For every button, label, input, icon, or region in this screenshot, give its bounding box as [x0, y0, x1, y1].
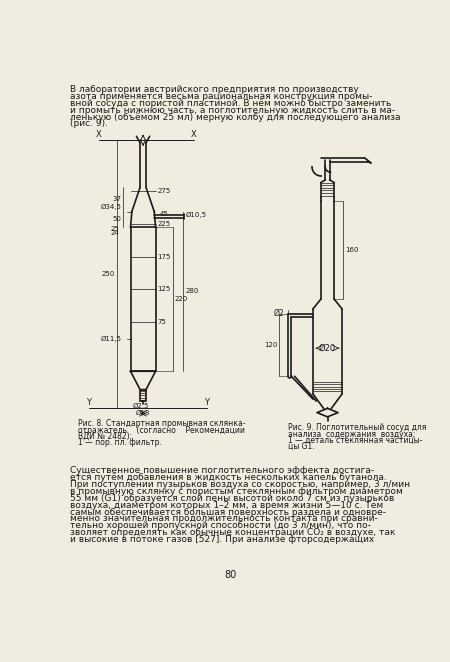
Text: X: X [191, 130, 197, 140]
Text: воздуха, диаметром которых 1–2 мм, а время жизни 5—10 с. Тем: воздуха, диаметром которых 1–2 мм, а вре… [70, 500, 383, 510]
Text: Ø11,5: Ø11,5 [101, 336, 122, 342]
Text: 275: 275 [157, 188, 171, 194]
Text: 125: 125 [157, 287, 171, 293]
Text: Ø18: Ø18 [136, 410, 150, 416]
Text: Ø10,5: Ø10,5 [185, 212, 207, 218]
Text: Существенное повышение поглотительного эффекта достига-: Существенное повышение поглотительного э… [70, 466, 374, 475]
Text: ленькую (объёмом 25 мл) мерную колбу для последующего анализа: ленькую (объёмом 25 мл) мерную колбу для… [70, 113, 400, 122]
Text: Рис. 8. Стандартная промывная склянка-: Рис. 8. Стандартная промывная склянка- [78, 420, 245, 428]
Text: Ø2,5: Ø2,5 [132, 402, 148, 409]
Text: цы G1.: цы G1. [288, 442, 315, 451]
Text: и высокие в потоке газов [527]. При анализе фторсодержащих: и высокие в потоке газов [527]. При анал… [70, 536, 374, 544]
Text: самым обеспечивается большая поверхность раздела и одновре-: самым обеспечивается большая поверхность… [70, 508, 386, 516]
Text: ВДИ № 2482);: ВДИ № 2482); [78, 432, 132, 441]
Text: анализа  содержания  воздуха;: анализа содержания воздуха; [288, 430, 415, 438]
Text: ется путём добавления в жидкость нескольких капель бутанола.: ется путём добавления в жидкость несколь… [70, 473, 387, 482]
Text: Ø20: Ø20 [319, 344, 336, 353]
Text: 220: 220 [174, 297, 187, 303]
Text: зволяет определять как обычные концентрации CO₂ в воздухе, так: зволяет определять как обычные концентра… [70, 528, 396, 538]
Text: 80: 80 [225, 570, 237, 580]
Text: Ø2: Ø2 [274, 309, 285, 318]
Text: 24: 24 [111, 230, 120, 236]
Text: 1 — деталь стеклянная частицы-: 1 — деталь стеклянная частицы- [288, 436, 423, 445]
Text: 225: 225 [157, 221, 170, 227]
Text: 55 мм (G1) образуется слой пены высотой около 7 см из пузырьков: 55 мм (G1) образуется слой пены высотой … [70, 494, 395, 502]
Text: В лаборатории австрийского предприятия по производству: В лаборатории австрийского предприятия п… [70, 85, 359, 94]
Text: 120: 120 [264, 342, 277, 348]
Text: 37: 37 [112, 197, 121, 203]
Text: 45: 45 [159, 211, 168, 217]
Text: 280: 280 [185, 289, 198, 295]
Text: 160: 160 [345, 247, 359, 253]
Text: Рис. 9. Поглотительный сосуд для: Рис. 9. Поглотительный сосуд для [288, 424, 426, 432]
Text: азота применяется весьма рациональная конструкция промы-: азота применяется весьма рациональная ко… [70, 92, 373, 101]
Text: отражатель    (согласно    Рекомендации: отражатель (согласно Рекомендации [78, 426, 245, 435]
Text: менно значительная продолжительность контакта при сравни-: менно значительная продолжительность кон… [70, 514, 378, 524]
Bar [140, 390, 146, 401]
Text: 50: 50 [112, 216, 121, 222]
Text: в промывную склянку с пористым стеклянным фильтром диаметром: в промывную склянку с пористым стеклянны… [70, 487, 403, 496]
Bar [130, 227, 156, 371]
Text: 25: 25 [111, 226, 120, 232]
Text: X: X [96, 130, 102, 140]
Text: и промыть нижнюю часть, а поглотительную жидкость слить в ма-: и промыть нижнюю часть, а поглотительную… [70, 106, 395, 115]
Text: 175: 175 [157, 254, 171, 260]
Text: (рис. 9).: (рис. 9). [70, 119, 108, 128]
Text: вной сосуда с пористой пластиной. В нём можно быстро заменить: вной сосуда с пористой пластиной. В нём … [70, 99, 392, 108]
Text: Y: Y [86, 398, 91, 407]
Text: Y: Y [204, 398, 209, 407]
Text: 250: 250 [102, 271, 115, 277]
Text: 1 — пор. пл. фильтр.: 1 — пор. пл. фильтр. [78, 438, 162, 447]
Text: тельно хорошей пропускной способности (до 3 л/мин), что по-: тельно хорошей пропускной способности (д… [70, 522, 371, 530]
Text: Ø34,5: Ø34,5 [101, 204, 122, 210]
Text: При поступлении пузырьков воздуха со скоростью, например, 3 л/мин: При поступлении пузырьков воздуха со ско… [70, 480, 410, 489]
Text: 75: 75 [157, 319, 166, 325]
